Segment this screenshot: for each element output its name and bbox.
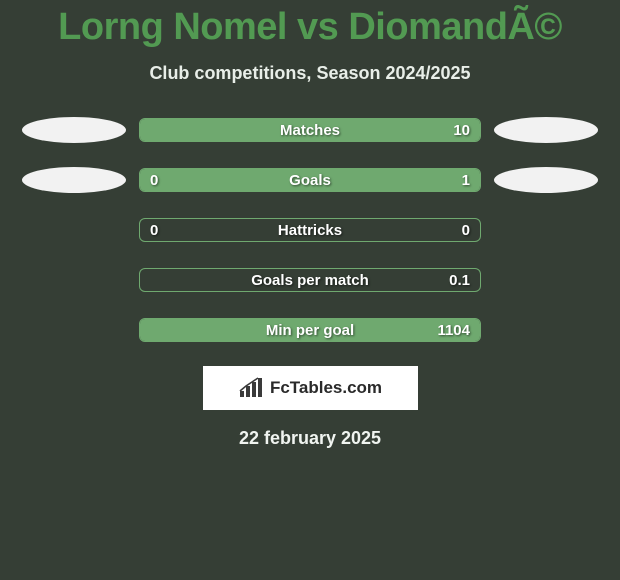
date: 22 february 2025 xyxy=(0,428,620,449)
avatar-slot-left xyxy=(19,266,129,294)
stat-label: Matches xyxy=(280,119,340,141)
bars-icon xyxy=(238,377,264,399)
stat-row: Goals 0 1 xyxy=(0,166,620,194)
stat-label: Goals xyxy=(289,169,331,191)
avatar-slot-right xyxy=(491,216,601,244)
avatar-slot-right xyxy=(491,316,601,344)
avatar-slot-left xyxy=(19,316,129,344)
logo-text: FcTables.com xyxy=(270,378,382,398)
avatar-slot-left xyxy=(19,116,129,144)
stat-bar: Matches 10 xyxy=(139,118,481,142)
stat-row: Hattricks 0 0 xyxy=(0,216,620,244)
avatar-slot-right xyxy=(491,116,601,144)
avatar-slot-left xyxy=(19,166,129,194)
stat-row: Min per goal 1104 xyxy=(0,316,620,344)
stat-value-right: 0.1 xyxy=(449,269,470,291)
stat-value-right: 1104 xyxy=(437,319,470,341)
stat-label: Min per goal xyxy=(266,319,354,341)
stat-row: Goals per match 0.1 xyxy=(0,266,620,294)
avatar-slot-left xyxy=(19,216,129,244)
stat-bar: Goals 0 1 xyxy=(139,168,481,192)
avatar-left xyxy=(22,117,126,143)
avatar-left xyxy=(22,167,126,193)
stat-label: Hattricks xyxy=(278,219,342,241)
subtitle: Club competitions, Season 2024/2025 xyxy=(0,63,620,84)
stat-bar-right-fill xyxy=(201,169,480,191)
stat-bar: Min per goal 1104 xyxy=(139,318,481,342)
avatar-slot-right xyxy=(491,266,601,294)
stat-label: Goals per match xyxy=(251,269,369,291)
stat-value-right: 1 xyxy=(462,169,470,191)
stat-bar: Hattricks 0 0 xyxy=(139,218,481,242)
avatar-right xyxy=(494,167,598,193)
stats-container: Matches 10 Goals 0 1 Hattricks 0 0 Goals per mat… xyxy=(0,116,620,344)
stat-value-left: 0 xyxy=(150,219,158,241)
stat-value-right: 10 xyxy=(453,119,470,141)
stat-value-left: 0 xyxy=(150,169,158,191)
avatar-right xyxy=(494,117,598,143)
stat-value-right: 0 xyxy=(462,219,470,241)
logo-box[interactable]: FcTables.com xyxy=(203,366,418,410)
avatar-slot-right xyxy=(491,166,601,194)
stat-row: Matches 10 xyxy=(0,116,620,144)
page-title: Lorng Nomel vs DiomandÃ© xyxy=(0,0,620,49)
stat-bar: Goals per match 0.1 xyxy=(139,268,481,292)
